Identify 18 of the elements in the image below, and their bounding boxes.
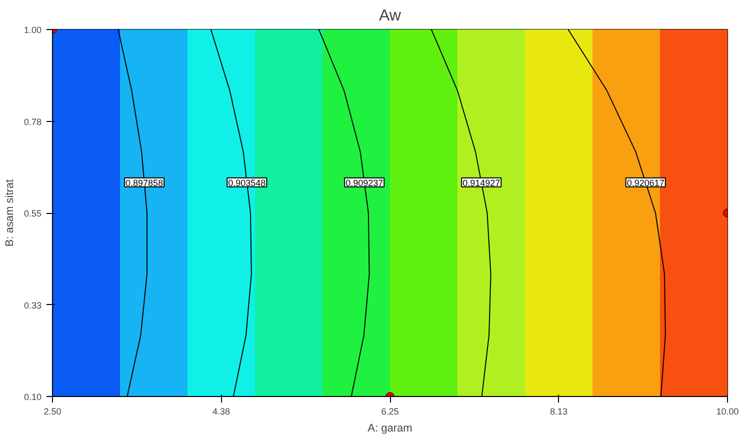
y-tick-label: 0.78 [24, 116, 42, 127]
chart-title: Aw [379, 8, 402, 24]
series-label: 0.914927 [462, 178, 500, 188]
y-tick-label: 0.10 [24, 392, 42, 402]
y-tick-label: 1.00 [24, 25, 42, 35]
y-tick-label: 0.33 [24, 300, 42, 310]
series-label: 0.920617 [626, 178, 664, 188]
x-tick-label: 10.00 [716, 406, 739, 416]
y-tick-label: 0.55 [24, 208, 42, 218]
series-label: 0.903548 [228, 178, 266, 188]
series-label: 0.909237 [346, 178, 384, 188]
x-tick-label: 8.13 [550, 406, 568, 416]
y-axis-title: B: asam sitrat [4, 179, 16, 247]
x-tick-label: 4.38 [212, 406, 230, 416]
x-axis-title: A: garam [368, 422, 412, 434]
series-label: 0.897858 [126, 178, 164, 188]
x-tick-label: 6.25 [381, 406, 399, 416]
x-tick-label: 2.50 [44, 406, 62, 416]
